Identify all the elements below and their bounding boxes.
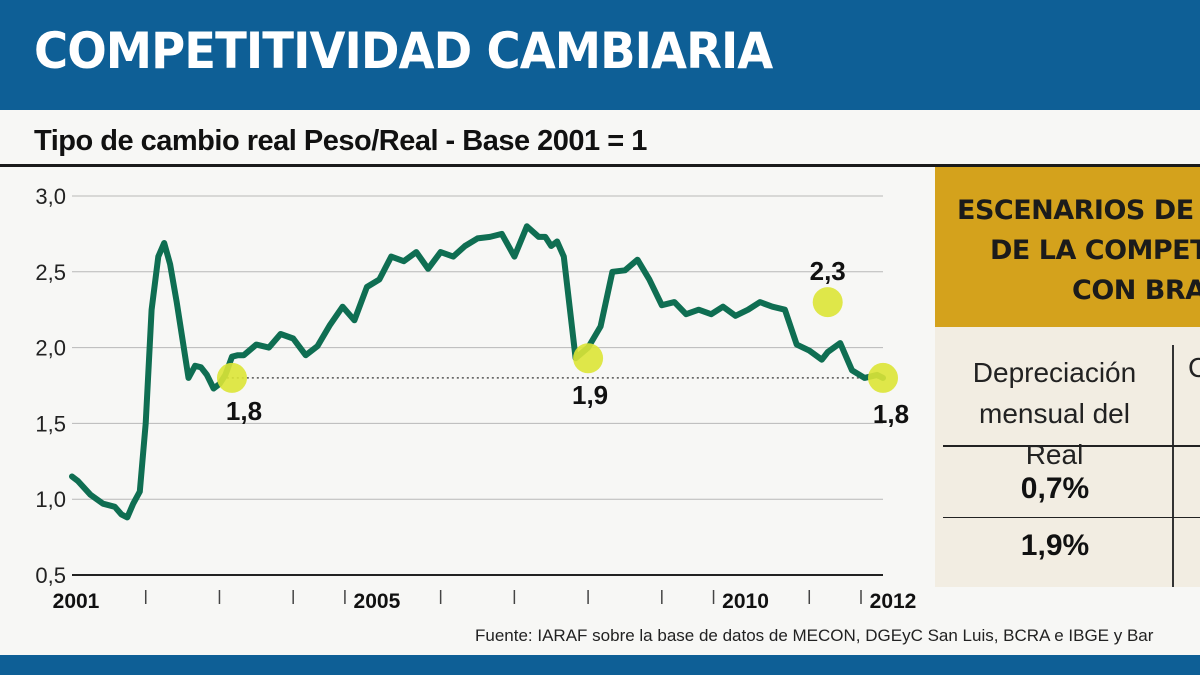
table-cell-row-2: 1,9% [1020, 529, 1090, 562]
subtitle-rule [0, 164, 1200, 167]
column-header-depreciation: Depreciación mensual del Real [952, 352, 1157, 475]
table-cell-row-1: 0,7% [1020, 472, 1090, 505]
scenarios-panel: ESCENARIOS DE DE LA COMPET CON BRA Depre… [935, 167, 1200, 587]
highlight-marker [868, 362, 898, 393]
page-title: COMPETITIVIDAD CAMBIARIA [34, 22, 773, 80]
annotation-label: 1,9 [572, 380, 608, 410]
y-tick-label: 1,0 [35, 487, 66, 512]
y-tick-label: 1,5 [35, 411, 66, 436]
highlight-marker [573, 343, 604, 374]
y-tick-label: 2,5 [35, 260, 66, 285]
column-header-line-1: Depreciación [972, 357, 1137, 388]
y-tick-label: 0,5 [35, 563, 66, 588]
annotation-label: 2,3 [810, 256, 846, 286]
highlight-marker [812, 287, 843, 318]
x-tick-label: 2005 [354, 590, 401, 613]
column-header-line-2: mensual del Real [979, 398, 1130, 470]
y-tick-label: 2,0 [35, 336, 66, 361]
series-line [69, 223, 886, 521]
source-note: Fuente: IARAF sobre la base de datos de … [475, 626, 1154, 645]
table-row-rule [943, 517, 1200, 518]
highlight-markers [216, 287, 898, 393]
highlight-marker [216, 362, 247, 393]
chart-subtitle: Tipo de cambio real Peso/Real - Base 200… [34, 125, 647, 157]
x-tick-label: 2010 [722, 590, 769, 613]
annotation-label: 1,8 [226, 396, 262, 426]
footer-bar [0, 655, 1200, 675]
x-tick-label: 2001 [53, 590, 100, 613]
annotation-labels: 1,8 1,9 2,3 1,8 [226, 256, 909, 429]
annotation-label: 1,8 [873, 399, 909, 429]
x-tick-label: 2012 [870, 590, 917, 613]
scenarios-title-line-2: DE LA COMPET [990, 235, 1200, 266]
y-axis-ticks: 0,5 1,0 1,5 2,0 2,5 3,0 [35, 184, 66, 588]
table-header-rule [943, 445, 1200, 447]
x-axis: 2001 2005 2010 2012 [53, 574, 917, 613]
line-chart: 0,51,01,52,02,53,0 2001 2005 2010 2012 1,81… [35, 184, 917, 613]
y-tick-label: 3,0 [35, 184, 66, 209]
column-header-2: C [1188, 352, 1200, 383]
scenarios-title-line-1: ESCENARIOS DE [957, 195, 1194, 226]
scenarios-header: ESCENARIOS DE DE LA COMPET CON BRA [935, 167, 1200, 327]
chart-grid [72, 195, 883, 576]
scenarios-title-line-3: CON BRA [1072, 275, 1200, 306]
column-divider [1172, 345, 1174, 587]
title-bar: COMPETITIVIDAD CAMBIARIA [0, 0, 1200, 110]
